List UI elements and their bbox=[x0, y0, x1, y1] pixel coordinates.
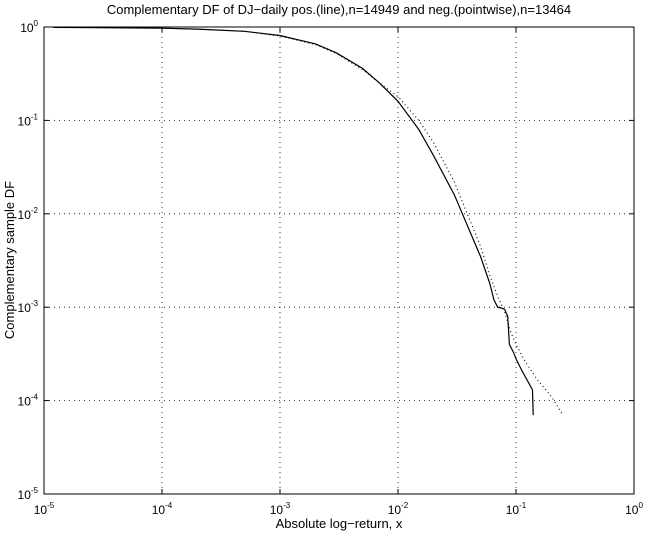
y-tick-label: 10-1 bbox=[18, 112, 39, 128]
y-tick-label: 100 bbox=[20, 19, 38, 35]
x-tick-label: 10-1 bbox=[506, 501, 527, 517]
x-tick-label: 10-5 bbox=[34, 501, 55, 517]
axes-box bbox=[43, 26, 635, 495]
x-tick-label: 10-3 bbox=[270, 501, 291, 517]
positive-returns-line bbox=[53, 26, 534, 416]
x-tick-label: 100 bbox=[625, 501, 643, 517]
grid-lines bbox=[44, 27, 634, 494]
x-axis-label: Absolute log−return, x bbox=[276, 516, 403, 531]
series-layer bbox=[53, 26, 564, 416]
x-tick-label: 10-4 bbox=[152, 501, 173, 517]
y-axis-label: Complementary sample DF bbox=[2, 181, 17, 339]
y-tick-label: 10-3 bbox=[18, 299, 39, 315]
y-tick-label: 10-5 bbox=[18, 486, 39, 502]
tick-labels: 10-5 10-4 10-3 10-2 10-1 100 100 10-1 10-2 10-3 10… bbox=[18, 19, 644, 517]
x-tick-label: 10-2 bbox=[388, 501, 409, 517]
chart-title: Complementary DF of DJ−daily pos.(line),… bbox=[107, 2, 571, 17]
y-tick-label: 10-4 bbox=[18, 393, 39, 409]
tick-marks bbox=[43, 26, 635, 495]
y-tick-label: 10-2 bbox=[18, 206, 39, 222]
